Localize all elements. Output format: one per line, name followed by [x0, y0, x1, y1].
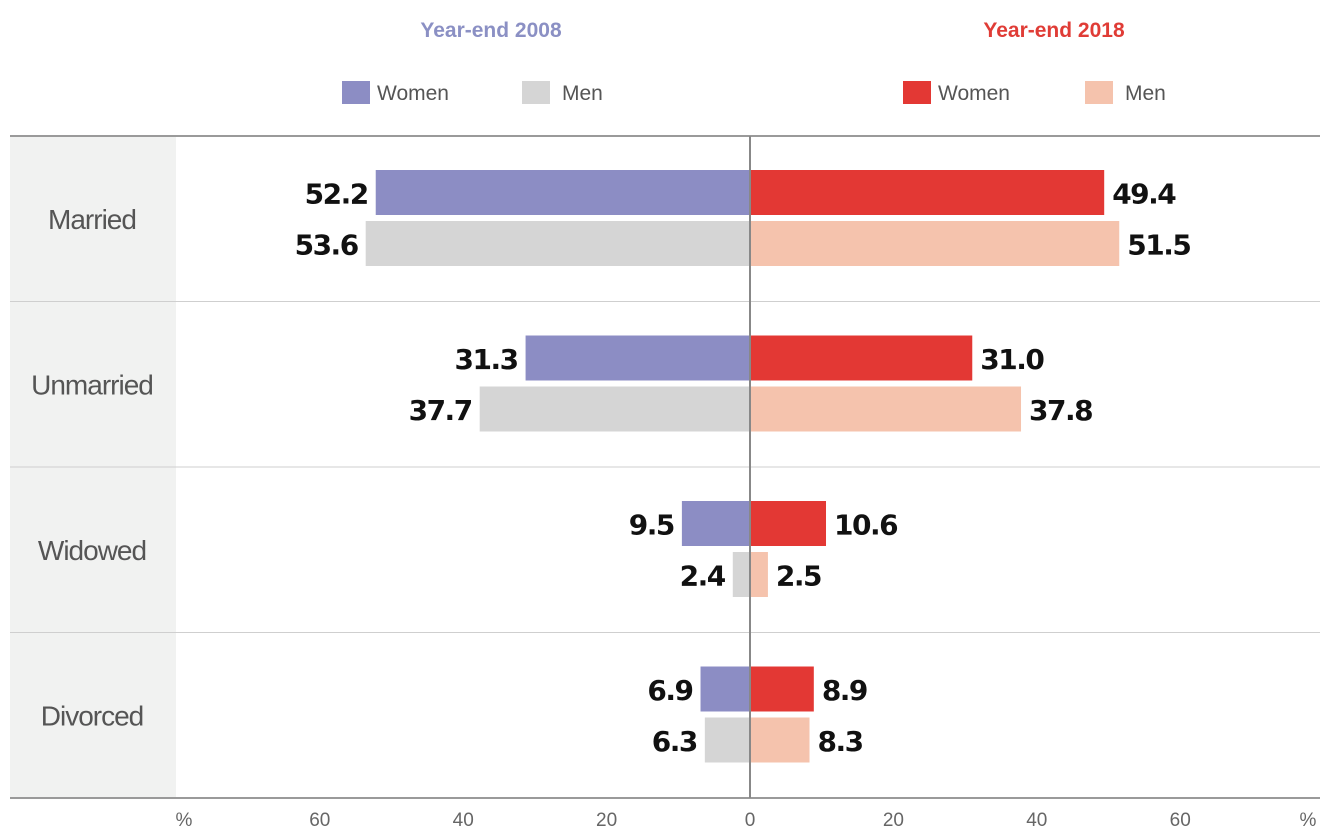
bar-2018-men-divorced	[750, 717, 810, 763]
x-tick-label: 40	[1026, 810, 1047, 831]
category-label-unmarried: Unmarried	[31, 369, 153, 400]
category-label-married: Married	[48, 204, 136, 235]
value-label-2018-men-divorced: 8.3	[818, 725, 863, 758]
value-label-2008-women-widowed: 9.5	[629, 509, 674, 542]
legend-swatch-2018-women	[903, 81, 931, 104]
x-tick-label: 40	[453, 810, 474, 831]
value-label-2018-women-widowed: 10.6	[834, 509, 897, 542]
bar-2008-women-unmarried	[525, 335, 750, 381]
bar-2018-women-unmarried	[750, 335, 973, 381]
legend-swatch-2008-women	[342, 81, 370, 104]
legend-swatch-2018-men	[1085, 81, 1113, 104]
value-label-2008-women-married: 52.2	[305, 178, 368, 211]
x-unit-label-left: %	[176, 810, 193, 831]
value-label-2008-men-unmarried: 37.7	[409, 394, 472, 427]
value-label-2018-women-unmarried: 31.0	[980, 343, 1044, 376]
value-label-2018-men-married: 51.5	[1127, 229, 1190, 262]
bar-2008-men-unmarried	[479, 386, 750, 432]
value-label-2008-women-unmarried: 31.3	[454, 343, 517, 376]
bar-2008-men-divorced	[704, 717, 750, 763]
bar-2018-women-married	[750, 170, 1105, 215]
legend-label-2018-women: Women	[938, 82, 1010, 105]
group-title-2018: Year-end 2018	[983, 19, 1125, 42]
bar-2008-men-married	[365, 221, 750, 266]
row-separators	[10, 135, 1320, 799]
x-tick-label: 20	[596, 810, 617, 831]
group-title-2008: Year-end 2008	[420, 19, 562, 42]
x-tick-label: 60	[1170, 810, 1191, 831]
bars-layer: Married 52.2 53.6 49.4 51.5 Unmarried 31.3 37.7…	[31, 170, 1192, 763]
x-tick-label: 20	[883, 810, 904, 831]
bar-2008-women-married	[375, 170, 750, 215]
bar-2018-women-widowed	[750, 501, 827, 546]
value-label-2018-men-widowed: 2.5	[776, 560, 821, 593]
value-label-2008-men-divorced: 6.3	[652, 725, 697, 758]
x-tick-label: 0	[745, 810, 756, 831]
value-label-2008-men-married: 53.6	[295, 229, 358, 262]
value-label-2008-men-widowed: 2.4	[680, 560, 726, 593]
x-tick-label: 60	[309, 810, 330, 831]
group-headers: Year-end 2008 Year-end 2018	[420, 19, 1125, 42]
value-label-2018-women-married: 49.4	[1112, 178, 1176, 211]
bar-2008-women-widowed	[681, 501, 750, 546]
legend-label-2008-men: Men	[562, 82, 603, 105]
category-label-widowed: Widowed	[38, 535, 146, 566]
bar-2008-women-divorced	[700, 666, 750, 712]
value-label-2018-men-unmarried: 37.8	[1029, 394, 1092, 427]
legend: Women Men Women Men	[342, 81, 1166, 105]
value-label-2008-women-divorced: 6.9	[647, 674, 692, 707]
value-label-2018-women-divorced: 8.9	[822, 674, 867, 707]
x-unit-label-right: %	[1300, 810, 1317, 831]
bar-2008-men-widowed	[732, 552, 750, 597]
bar-2018-men-married	[750, 221, 1120, 266]
legend-label-2018-men: Men	[1125, 82, 1166, 105]
x-axis-ticks: % % 60 40 20 0 20 40 60	[176, 810, 1317, 831]
bar-2018-men-widowed	[750, 552, 768, 597]
legend-label-2008-women: Women	[377, 82, 449, 105]
legend-swatch-2008-men	[522, 81, 550, 104]
bar-2018-women-divorced	[750, 666, 814, 712]
category-label-divorced: Divorced	[41, 700, 143, 731]
bar-2018-men-unmarried	[750, 386, 1022, 432]
